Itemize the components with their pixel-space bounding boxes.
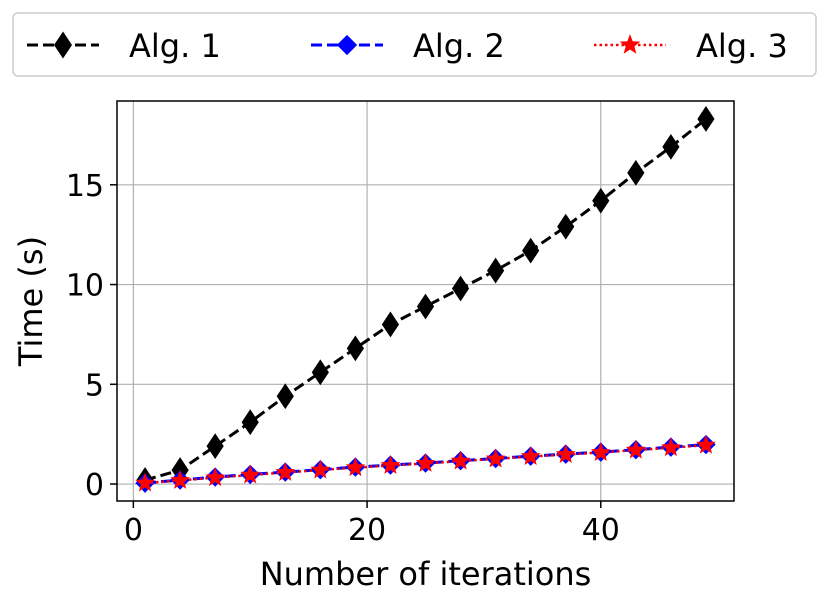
x-tick-label: 40 xyxy=(582,513,620,548)
legend-marker xyxy=(619,34,641,54)
data-point xyxy=(555,444,576,463)
data-point xyxy=(697,106,715,132)
legend-label: Alg. 1 xyxy=(129,27,221,65)
y-tick-label: 0 xyxy=(85,468,104,503)
data-point xyxy=(416,293,435,320)
data-point xyxy=(381,311,400,338)
data-point xyxy=(241,409,259,436)
legend-box xyxy=(12,12,817,77)
x-tick-label: 20 xyxy=(348,513,386,548)
legend-marker xyxy=(53,31,73,59)
legend-item-3: Alg. 3 xyxy=(594,27,788,65)
legend-label: Alg. 2 xyxy=(413,27,505,65)
data-point xyxy=(660,437,681,457)
legend: Alg. 1 Alg. 2 Alg. 3 xyxy=(27,27,788,65)
data-point xyxy=(450,450,471,470)
x-tick-label: 0 xyxy=(124,513,143,548)
legend-item-1: Alg. 1 xyxy=(27,27,221,65)
data-point xyxy=(240,464,261,484)
legend-marker xyxy=(336,34,358,56)
data-point xyxy=(310,459,331,479)
plot-frame xyxy=(116,100,735,502)
legend-item-2: Alg. 2 xyxy=(311,27,505,65)
series-3 xyxy=(135,434,716,492)
data-point xyxy=(451,275,470,302)
data-point xyxy=(662,133,680,160)
data-point xyxy=(627,159,645,186)
data-point xyxy=(346,335,364,362)
ticks: 0 20 40 0 5 10 15 xyxy=(66,169,620,548)
data-point xyxy=(311,359,329,386)
data-point xyxy=(205,467,226,487)
data-point xyxy=(487,257,505,284)
data-point xyxy=(592,187,610,214)
y-tick-label: 10 xyxy=(66,269,104,304)
series-layer xyxy=(135,106,716,493)
series-line xyxy=(144,117,707,482)
data-point xyxy=(135,472,155,492)
data-point xyxy=(557,213,575,240)
data-point xyxy=(276,383,294,410)
y-axis-title: Time (s) xyxy=(12,236,50,367)
y-tick-label: 5 xyxy=(85,368,104,403)
data-point xyxy=(625,439,646,459)
data-point xyxy=(590,442,611,461)
x-axis-title: Number of iterations xyxy=(260,555,592,593)
data-point xyxy=(522,237,540,264)
data-point xyxy=(485,448,506,468)
data-point xyxy=(520,446,541,465)
data-point xyxy=(275,462,296,481)
data-point xyxy=(345,457,366,477)
data-point xyxy=(170,470,191,489)
data-point xyxy=(415,453,436,472)
data-point xyxy=(206,433,224,460)
data-point xyxy=(380,455,401,474)
series-1 xyxy=(136,106,715,493)
y-tick-label: 15 xyxy=(66,169,104,204)
data-point xyxy=(696,434,716,454)
legend-label: Alg. 3 xyxy=(696,27,788,65)
